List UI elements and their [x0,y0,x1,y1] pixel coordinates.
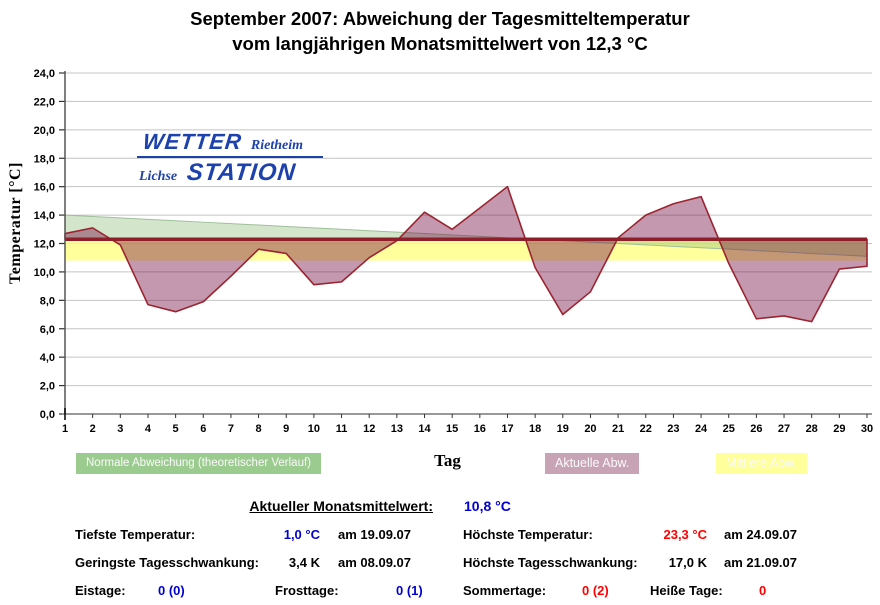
day-label: 8 [256,423,262,435]
logo-wetter-text: WETTER [141,129,244,154]
day-label: 11 [336,423,348,435]
smallest-range-label: Geringste Tagesschwankung: [75,555,259,570]
y-tick-label: 2,0 [40,381,55,393]
highest-temp-value: 23,3 °C [663,527,707,542]
day-label: 6 [200,423,206,435]
ice-days-label: Eistage: [75,583,126,598]
ice-days-value: 0 (0) [158,583,185,598]
y-tick-label: 4,0 [40,352,55,364]
y-tick-label: 20,0 [34,125,55,137]
day-label: 12 [363,423,375,435]
y-tick-label: 10,0 [34,267,55,279]
highest-temp-date: am 24.09.07 [724,527,798,542]
y-tick-label: 16,0 [34,182,55,194]
smallest-range-value: 3,4 K [288,555,320,570]
day-label: 13 [391,423,403,435]
legend-mittlere-abweichung: Mittlere Abw. [716,453,807,474]
logo-top-row: WETTER Rietheim [137,129,323,158]
page-title-line2: vom langjährigen Monatsmittelwert von 12… [232,33,648,54]
day-label: 21 [612,423,624,435]
monthly-mean-value: 10,8 °C [464,498,511,514]
frost-days-label: Frosttage: [275,583,339,598]
day-label: 2 [90,423,96,435]
day-label: 15 [446,423,458,435]
day-label: 23 [667,423,679,435]
x-axis-title: Tag [434,451,461,470]
day-label: 30 [861,423,873,435]
actual-deviation-area [64,185,868,323]
day-label: 14 [418,423,431,435]
lowest-temp-date: am 19.09.07 [338,527,412,542]
page-title-line1: September 2007: Abweichung der Tagesmitt… [190,8,690,29]
day-label: 1 [62,423,68,435]
day-label: 29 [833,423,845,435]
legend-aktuelle-abweichung: Aktuelle Abw. [545,453,640,474]
weather-station-logo: WETTER Rietheim Lichse STATION [137,129,323,187]
y-tick-label: 14,0 [34,210,55,222]
y-axis-title: Temperatur [°C] [7,162,24,284]
day-label: 5 [173,423,179,435]
mean-deviation-band [65,239,867,261]
stats-row-1: Tiefste Temperatur: 1,0 °C am 19.09.07 H… [0,527,880,547]
day-label: 17 [501,423,513,435]
day-label: 4 [145,423,152,435]
frost-days-value: 0 (1) [396,583,423,598]
page-title: September 2007: Abweichung der Tagesmitt… [0,6,880,56]
legend-aktuelle-abweichung-label: Aktuelle Abw. [555,456,630,470]
logo-station-text: STATION [185,159,298,186]
day-label: 3 [117,423,123,435]
day-label: 19 [557,423,569,435]
day-label: 10 [308,423,320,435]
hot-days-label: Heiße Tage: [650,583,723,598]
day-label: 24 [695,423,708,435]
day-label: 9 [283,423,289,435]
logo-lichse-text: Lichse [139,169,178,184]
stats-row-2: Geringste Tagesschwankung: 3,4 K am 08.0… [0,555,880,575]
day-label: 27 [778,423,790,435]
largest-range-label: Höchste Tagesschwankung: [463,555,638,570]
smallest-range-date: am 08.09.07 [338,555,412,570]
y-tick-label: 0,0 [40,409,55,421]
day-label: 22 [640,423,652,435]
y-tick-label: 22,0 [34,96,55,108]
summer-days-label: Sommertage: [463,583,547,598]
legend-normale-abweichung: Normale Abweichung (theoretischer Verlau… [76,453,322,474]
y-tick-label: 6,0 [40,324,55,336]
lowest-temp-label: Tiefste Temperatur: [75,527,196,542]
logo-bottom-row: Lichse STATION [137,158,323,187]
y-tick-label: 8,0 [40,295,55,307]
lowest-temp-value: 1,0 °C [283,527,320,542]
logo-rietheim-text: Rietheim [250,138,304,153]
y-tick-label: 12,0 [34,239,55,251]
day-label: 16 [474,423,486,435]
day-label: 26 [750,423,762,435]
monthly-mean-label: Aktueller Monatsmittelwert: [249,498,433,514]
day-label: 28 [806,423,818,435]
largest-range-value: 17,0 K [668,555,707,570]
y-tick-label: 24,0 [34,68,55,80]
day-label: 25 [723,423,735,435]
day-label: 7 [228,423,234,435]
summer-days-value: 0 (2) [582,583,609,598]
day-label: 18 [529,423,541,435]
day-label: 20 [584,423,596,435]
stats-row-3: Eistage: 0 (0) Frosttage: 0 (1) Sommerta… [0,583,880,603]
legend-mittlere-abweichung-label: Mittlere Abw. [726,456,797,470]
hot-days-value: 0 [759,583,767,598]
legend-normale-abweichung-label: Normale Abweichung (theoretischer Verlau… [86,457,312,469]
highest-temp-label: Höchste Temperatur: [463,527,593,542]
stats-header-row: Aktueller Monatsmittelwert: 10,8 °C [0,498,880,518]
largest-range-date: am 21.09.07 [724,555,798,570]
y-tick-label: 18,0 [34,153,55,165]
